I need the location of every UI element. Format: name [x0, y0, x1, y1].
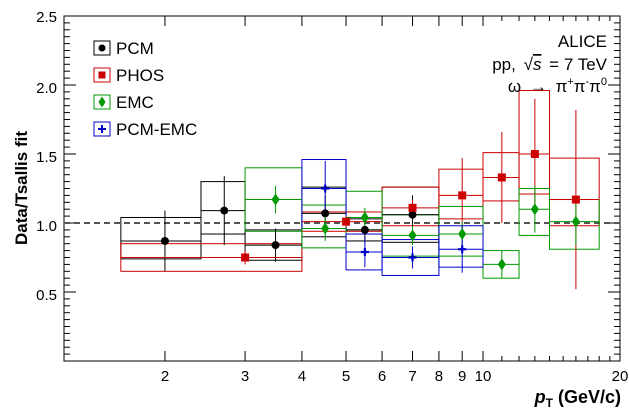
legend-entry-pcm: PCM	[93, 39, 154, 58]
sys-box-pcm-emc	[438, 225, 484, 268]
x-tick-label: 20	[612, 368, 629, 385]
point-phos	[241, 253, 250, 262]
legend-marker-pcm-emc	[98, 125, 106, 133]
x-tick-label: 5	[342, 368, 350, 385]
x-axis-title-sub: T	[546, 396, 554, 410]
legend-box-phos	[93, 67, 111, 83]
x-tick-label: 7	[408, 368, 416, 385]
point-pcm	[360, 225, 369, 234]
point-pcm-emc	[321, 184, 330, 193]
x-axis-title-unit: (GeV/c)	[558, 387, 621, 407]
sys-box-phos	[518, 90, 551, 195]
sup-zero: 0	[601, 76, 607, 88]
system-label: pp, √s = 7 TeV	[492, 55, 607, 74]
x-tick-label: 10	[475, 368, 492, 385]
system-prefix: pp,	[492, 55, 516, 74]
legend: PCM PHOS EMC PCM-EMC	[93, 39, 197, 139]
point-emc	[408, 229, 417, 242]
y-tick-label: 2.5	[36, 9, 57, 26]
point-emc	[321, 222, 330, 235]
legend-label-pcm: PCM	[116, 39, 154, 58]
data-markers	[160, 150, 580, 271]
y-tick-label: 2.0	[36, 80, 57, 97]
decay-omega: ω	[508, 77, 521, 96]
decay-pi-zero: π	[589, 77, 601, 96]
x-axis-title: pT (GeV/c)	[534, 387, 621, 410]
x-tick-label: 2	[161, 368, 169, 385]
point-phos	[530, 150, 539, 158]
point-phos	[497, 173, 506, 182]
point-pcm	[271, 241, 280, 250]
sys-box-phos	[549, 157, 600, 227]
y-tick-label: 1.5	[36, 149, 57, 166]
point-pcm-emc	[408, 253, 417, 262]
point-phos	[342, 217, 351, 226]
x-tick-label: 4	[298, 368, 306, 385]
legend-label-phos: PHOS	[116, 66, 164, 85]
legend-box-pcm-emc	[93, 121, 111, 137]
collaboration-label: ALICE	[558, 32, 607, 51]
decay-arrow: →	[530, 77, 547, 96]
point-phos	[571, 195, 580, 204]
x-tick-labels: 2 3 4 5 6 7 8 9 10 20	[161, 368, 629, 385]
point-emc	[530, 203, 539, 216]
decay-channel-label: ω → π+π-π0	[508, 76, 607, 96]
y-axis-title: Data/Tsallis fit	[12, 131, 31, 245]
point-phos	[458, 191, 467, 200]
legend-marker-phos	[98, 71, 106, 79]
x-tick-label: 9	[458, 368, 466, 385]
point-phos	[408, 203, 417, 212]
systematic-boxes	[120, 90, 600, 279]
x-axis-title-p: p	[534, 387, 546, 407]
legend-box-emc	[93, 94, 111, 110]
point-pcm	[220, 206, 229, 215]
sys-box-pcm-emc	[301, 159, 347, 230]
point-pcm	[321, 209, 330, 218]
sqrt-s: s	[533, 55, 542, 74]
decay-pi-plus: π	[556, 77, 568, 96]
x-tick-label: 6	[378, 368, 386, 385]
point-pcm	[160, 236, 169, 245]
sys-box-pcm	[120, 216, 202, 260]
point-pcm-emc	[458, 245, 467, 254]
point-pcm-emc	[360, 247, 369, 256]
point-emc	[458, 228, 467, 241]
point-emc	[271, 193, 280, 206]
legend-entry-pcm-emc: PCM-EMC	[93, 120, 197, 139]
legend-marker-pcm	[98, 44, 106, 52]
legend-entry-phos: PHOS	[93, 66, 164, 85]
x-tick-label: 3	[241, 368, 249, 385]
sys-box-emc	[345, 190, 383, 231]
sup-plus: +	[567, 76, 573, 88]
sqrt-sign: √	[524, 55, 534, 74]
y-tick-label: 1.0	[36, 218, 57, 235]
energy-label: = 7 TeV	[549, 55, 607, 74]
legend-box-pcm	[93, 40, 111, 56]
sup-minus: -	[585, 76, 589, 88]
point-emc	[360, 211, 369, 224]
legend-entry-emc: EMC	[93, 93, 154, 112]
legend-label-pcm-emc: PCM-EMC	[116, 120, 197, 139]
axis-ticks	[64, 15, 621, 361]
decay-pi-minus: π	[574, 77, 586, 96]
point-emc	[497, 258, 506, 271]
point-pcm	[408, 210, 417, 219]
point-emc	[571, 215, 580, 228]
x-tick-label: 8	[435, 368, 443, 385]
y-tick-label: 0.5	[36, 287, 57, 304]
legend-label-emc: EMC	[116, 93, 154, 112]
legend-marker-emc	[98, 96, 106, 108]
